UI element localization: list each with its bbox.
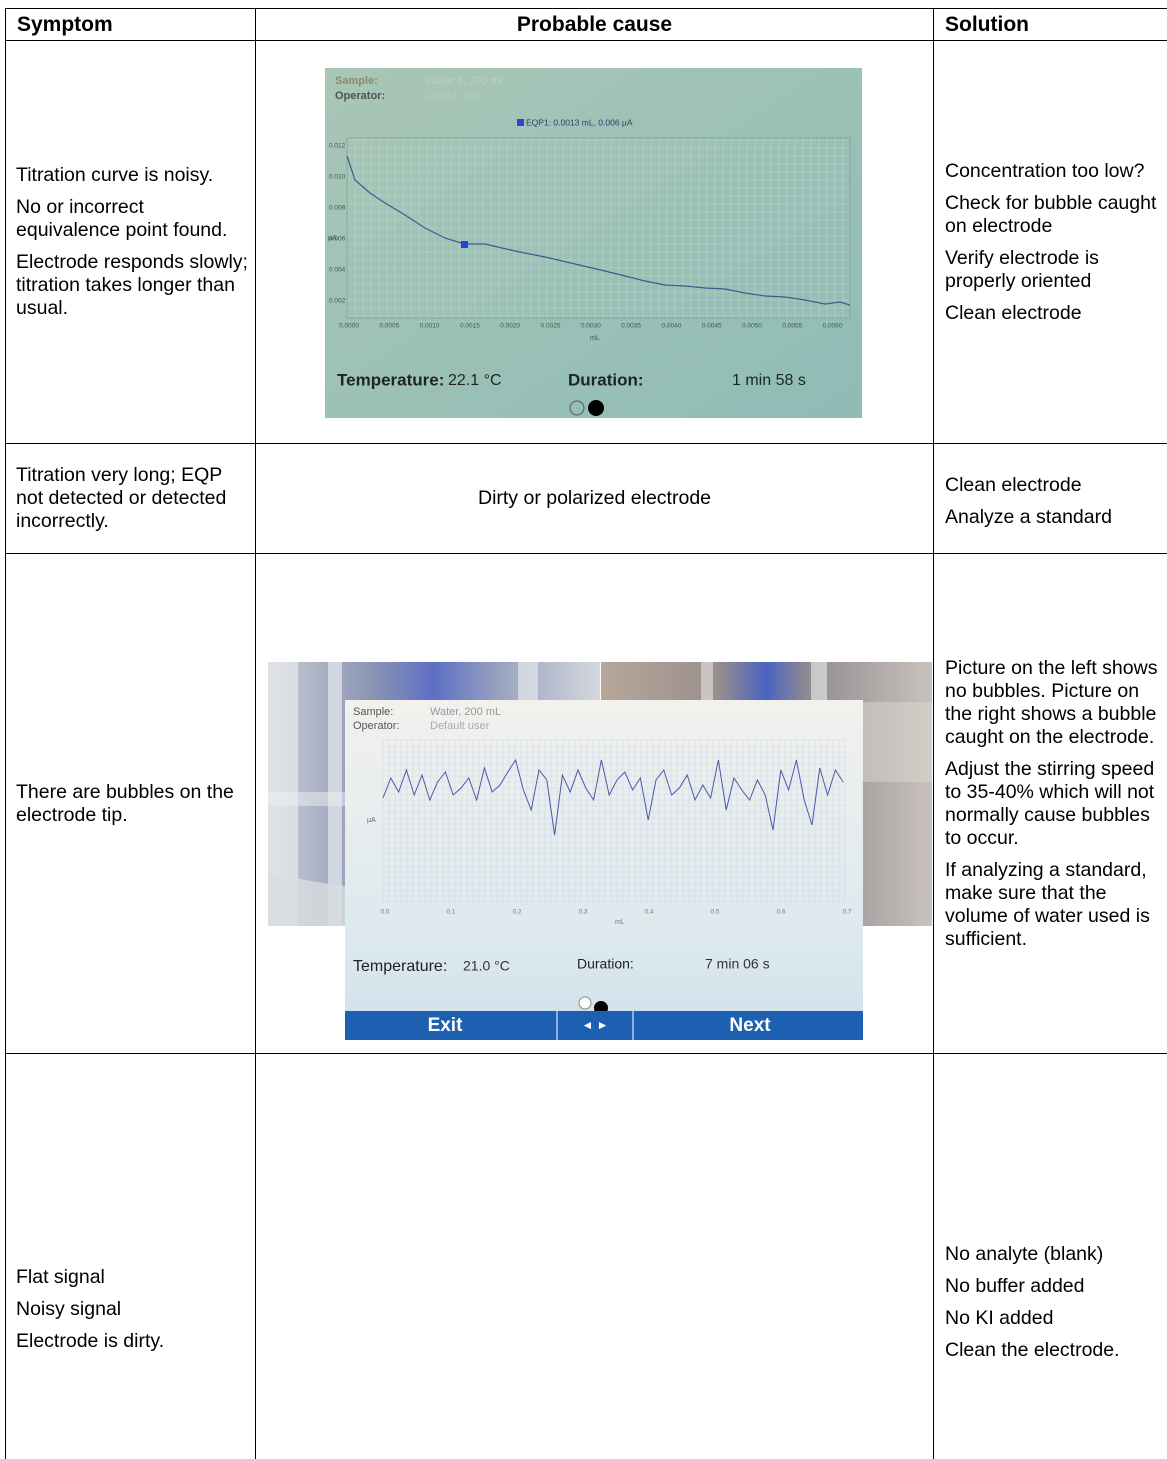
symptom-cell: Titration very long; EQP not detected or… [5, 444, 255, 553]
paragraph: Clean electrode [945, 474, 1161, 497]
x-tick-label: 0.7 [842, 909, 851, 916]
x-tick-label: 0.0000 [339, 323, 359, 330]
paragraph: No analyte (blank) [945, 1243, 1161, 1266]
solution-cell: No analyte (blank) No buffer added No KI a… [934, 1054, 1167, 1459]
screen-label: Operator: [335, 90, 385, 102]
eqp-marker [461, 241, 468, 248]
solution-cell: Concentration too low? Check for bubble c… [934, 41, 1167, 443]
symptom-cell: Titration curve is noisy. No or incorrect… [5, 41, 255, 443]
axis-label: µA [367, 817, 376, 824]
legend-text: EQP1: 0.0013 mL, 0.006 µA [526, 117, 633, 127]
solution-cell: Picture on the left shows no bubbles. Pi… [934, 554, 1167, 1053]
paragraph: Verify electrode is properly oriented [945, 247, 1161, 293]
titrator-screen: Sample: Water, 200 mL Operator: Default use… [345, 700, 863, 1040]
symptom-cell: There are bubbles on the electrode tip. [5, 554, 255, 1053]
screen-value: Water 8, 200 mL [425, 75, 506, 87]
x-tick-label: 0.3 [578, 909, 587, 916]
paragraph: Titration very long; EQP not detected or… [16, 464, 249, 533]
paragraph: Titration curve is noisy. [16, 164, 249, 187]
header: Symptom [17, 9, 247, 40]
button[interactable]: ◄ ► [581, 1018, 608, 1032]
screen-label: Temperature: [337, 370, 444, 389]
x-tick-label: 0.0020 [500, 323, 520, 330]
screen-value: Default user [425, 90, 485, 102]
x-tick-label: 0.0015 [460, 323, 480, 330]
header: Probable cause [256, 9, 933, 40]
screen-value: 21.0 °C [463, 958, 510, 974]
axis-label: mL [615, 919, 625, 926]
symptom-cell: Flat signal Noisy signal Electrode is dirt… [5, 1054, 255, 1459]
x-tick-label: 0.5 [710, 909, 719, 916]
titrator-screen: Sample: Water 8, 200 mL Operator: Default u… [325, 68, 862, 418]
paragraph: Electrode is dirty. [16, 1330, 249, 1353]
x-tick-label: 0.0035 [621, 323, 641, 330]
cause-cell: Dirty or polarized electrode [256, 444, 933, 553]
paragraph: Noisy signal [16, 1298, 249, 1321]
screen-label: Sample: [335, 75, 378, 87]
paragraph: If analyzing a standard, make sure that … [945, 859, 1167, 951]
screen-label: Sample: [353, 706, 393, 718]
x-tick-label: 0.0060 [823, 323, 843, 330]
y-tick-label: 0.008 [329, 205, 346, 212]
y-tick-label: 0.010 [329, 174, 346, 181]
x-tick-label: 0.0030 [581, 323, 601, 330]
paragraph: Electrode responds slowly; titration tak… [16, 251, 249, 320]
screen-value: 1 min 58 s [732, 372, 806, 389]
page-dot [579, 997, 591, 1009]
x-tick-label: 0.1 [446, 909, 455, 916]
paragraph: Check for bubble caught on electrode [945, 192, 1161, 238]
x-tick-label: 0.0040 [661, 323, 681, 330]
x-tick-label: 0.4 [644, 909, 653, 916]
x-tick-label: 0.0 [380, 909, 389, 916]
x-tick-label: 0.0055 [782, 323, 802, 330]
axis-label: µA [328, 235, 337, 242]
x-tick-label: 0.0050 [742, 323, 762, 330]
x-tick-label: 0.0010 [420, 323, 440, 330]
paragraph: No KI added [945, 1307, 1161, 1330]
screen-label: Duration: [568, 370, 644, 389]
y-tick-label: 0.002 [329, 298, 346, 305]
paragraph: Flat signal [16, 1266, 249, 1289]
x-tick-label: 0.2 [512, 909, 521, 916]
rule [255, 8, 256, 1459]
paragraph: There are bubbles on the electrode tip. [16, 781, 249, 827]
header: Solution [945, 9, 1165, 40]
page: {"table": { "headers": ["Symptom", "Prob… [0, 0, 1167, 1459]
y-tick-label: 0.012 [329, 143, 346, 150]
paragraph: No or incorrect equivalence point found. [16, 196, 249, 242]
cause-text: Dirty or polarized electrode [478, 487, 711, 510]
screen-label: Duration: [577, 956, 634, 972]
paragraph: Adjust the stirring speed to 35-40% whic… [945, 758, 1167, 850]
screen-value: Water, 200 mL [430, 706, 501, 718]
paragraph: Picture on the left shows no bubbles. Pi… [945, 657, 1167, 749]
screen-label: Operator: [353, 720, 399, 732]
x-tick-label: 0.0025 [541, 323, 561, 330]
legend-swatch [517, 119, 524, 126]
screen-value: 7 min 06 s [705, 956, 770, 972]
axis-label: mL [590, 335, 600, 342]
page-dot [588, 400, 604, 416]
button[interactable]: Exit [428, 1015, 464, 1036]
paragraph: Analyze a standard [945, 506, 1161, 529]
paragraph: Clean electrode [945, 302, 1161, 325]
solution-cell: Clean electrode Analyze a standard [934, 444, 1167, 553]
x-tick-label: 0.6 [776, 909, 785, 916]
y-tick-label: 0.004 [329, 267, 346, 274]
screen-value: 22.1 °C [448, 372, 502, 389]
x-tick-label: 0.0045 [702, 323, 722, 330]
paragraph: Concentration too low? [945, 160, 1161, 183]
x-tick-label: 0.0005 [379, 323, 399, 330]
paragraph: Clean the electrode. [945, 1339, 1161, 1362]
paragraph: No buffer added [945, 1275, 1161, 1298]
screen-label: Temperature: [353, 958, 447, 975]
screen-value: Default user [430, 720, 490, 732]
button[interactable]: Next [729, 1015, 771, 1036]
